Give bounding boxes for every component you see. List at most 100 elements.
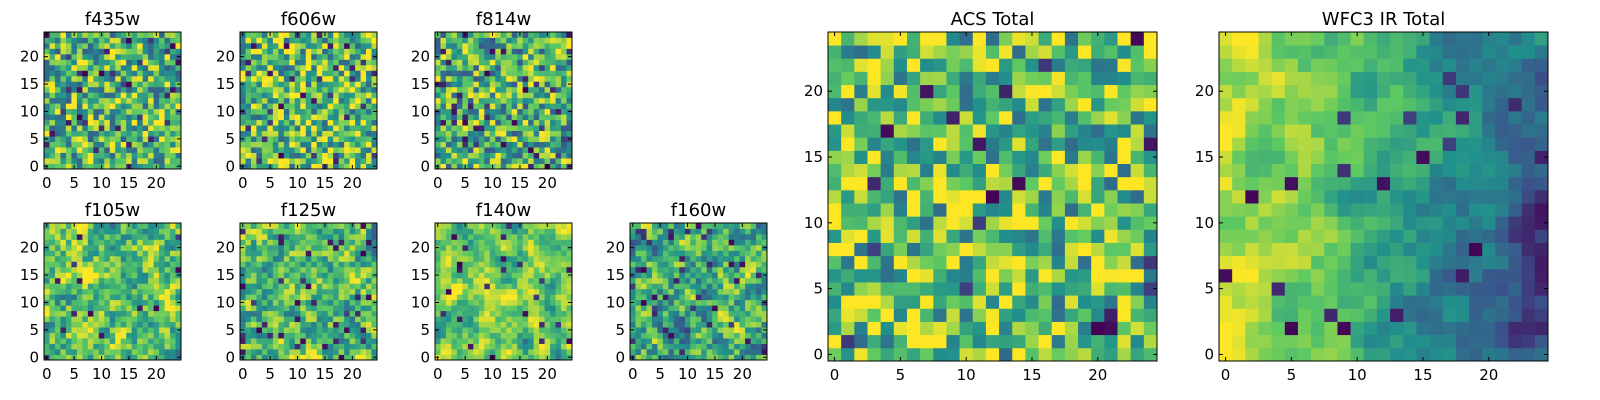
heatmap-cell [544, 349, 551, 355]
heatmap-cell [170, 158, 176, 164]
heatmap-cell [539, 244, 545, 251]
heatmap-cell [142, 37, 149, 44]
heatmap-cell [495, 147, 502, 153]
heatmap-cell [261, 97, 268, 104]
heatmap-cell [256, 70, 263, 77]
heatmap-cell [250, 338, 257, 344]
heatmap-cell [131, 277, 138, 284]
heatmap-cell [327, 244, 334, 251]
heatmap-cell [467, 283, 474, 290]
heatmap-cell [854, 189, 868, 204]
x-tick-label: 0 [42, 174, 52, 192]
heatmap-cell [500, 228, 507, 235]
x-tick-label: 0 [238, 174, 248, 192]
heatmap-cell [159, 81, 165, 88]
heatmap-cell [657, 266, 664, 273]
heatmap-cell [126, 255, 133, 262]
heatmap-cell [867, 308, 882, 322]
heatmap-cell [445, 305, 452, 312]
heatmap-cell [484, 255, 491, 262]
heatmap-cell [327, 310, 334, 317]
heatmap-cell [261, 92, 268, 99]
heatmap-cell [440, 64, 447, 71]
heatmap-cell [539, 158, 545, 164]
heatmap-cell [451, 233, 458, 240]
heatmap-cell [300, 163, 307, 170]
heatmap-cell [349, 158, 356, 164]
heatmap-cell [828, 176, 842, 191]
heatmap-cell [256, 59, 263, 66]
heatmap-cell [506, 147, 513, 153]
heatmap-cell [300, 266, 307, 273]
heatmap-cell [360, 136, 367, 142]
heatmap-cell [451, 48, 458, 55]
heatmap-cell [867, 176, 882, 191]
heatmap-cell [528, 53, 535, 60]
heatmap-cell [142, 266, 149, 273]
heatmap-cell [272, 130, 279, 137]
heatmap-cell [54, 354, 61, 361]
heatmap-cell [153, 316, 160, 323]
heatmap-cell [999, 163, 1013, 178]
heatmap-cell [484, 119, 491, 126]
heatmap-cell [170, 70, 176, 77]
y-tick-label: 5 [225, 130, 235, 148]
heatmap-cell [355, 152, 361, 159]
heatmap-cell [142, 147, 149, 153]
heatmap-cell [120, 272, 127, 279]
heatmap-cell [533, 266, 540, 273]
heatmap-cell [489, 250, 496, 257]
heatmap-cell [289, 108, 296, 115]
heatmap-cell [316, 255, 323, 262]
heatmap-cell [533, 42, 540, 49]
heatmap-cell [651, 239, 658, 246]
heatmap-cell [65, 147, 72, 153]
heatmap-cell [126, 114, 133, 121]
heatmap-cell [256, 136, 263, 142]
heatmap-cell [126, 244, 133, 251]
heatmap-cell [684, 272, 691, 279]
heatmap-cell [283, 266, 290, 273]
heatmap-cell [985, 216, 1000, 230]
heatmap-cell [153, 64, 160, 71]
heatmap-cell [54, 136, 61, 142]
heatmap-cell [300, 338, 307, 344]
heatmap-cell [435, 119, 441, 126]
heatmap-cell [261, 147, 268, 153]
heatmap-cell [76, 250, 83, 257]
heatmap-cell [920, 347, 934, 362]
heatmap-cell [522, 261, 529, 268]
heatmap-cell [706, 283, 713, 290]
heatmap-cell [93, 53, 100, 60]
heatmap-cell [717, 228, 724, 235]
heatmap-cell [355, 261, 361, 268]
heatmap-cell [137, 114, 144, 121]
heatmap-cell [333, 228, 340, 235]
heatmap-cell [131, 108, 138, 115]
heatmap-cell [533, 152, 540, 159]
heatmap-cell [756, 310, 762, 317]
heatmap-cell [82, 321, 89, 328]
heatmap-cell [60, 316, 67, 323]
heatmap-cell [87, 299, 94, 306]
heatmap-cell [440, 59, 447, 66]
heatmap-cell [175, 119, 182, 126]
heatmap-cell [566, 255, 573, 262]
heatmap-cell [49, 158, 56, 164]
heatmap-cell [272, 244, 279, 251]
heatmap-cell [841, 268, 855, 283]
heatmap-cell [539, 266, 545, 273]
heatmap-cell [906, 216, 921, 230]
heatmap-cell [283, 70, 290, 77]
heatmap-cell [300, 288, 307, 295]
heatmap-cell [60, 349, 67, 355]
heatmap-cell [506, 349, 513, 355]
heatmap-cell [294, 92, 301, 99]
heatmap-cell [517, 343, 524, 350]
heatmap-cell [93, 86, 100, 93]
heatmap-cell [467, 42, 474, 49]
heatmap-cell [60, 53, 67, 60]
heatmap-cell [1104, 229, 1118, 243]
heatmap-cell [566, 266, 573, 273]
heatmap-cell [159, 239, 165, 246]
